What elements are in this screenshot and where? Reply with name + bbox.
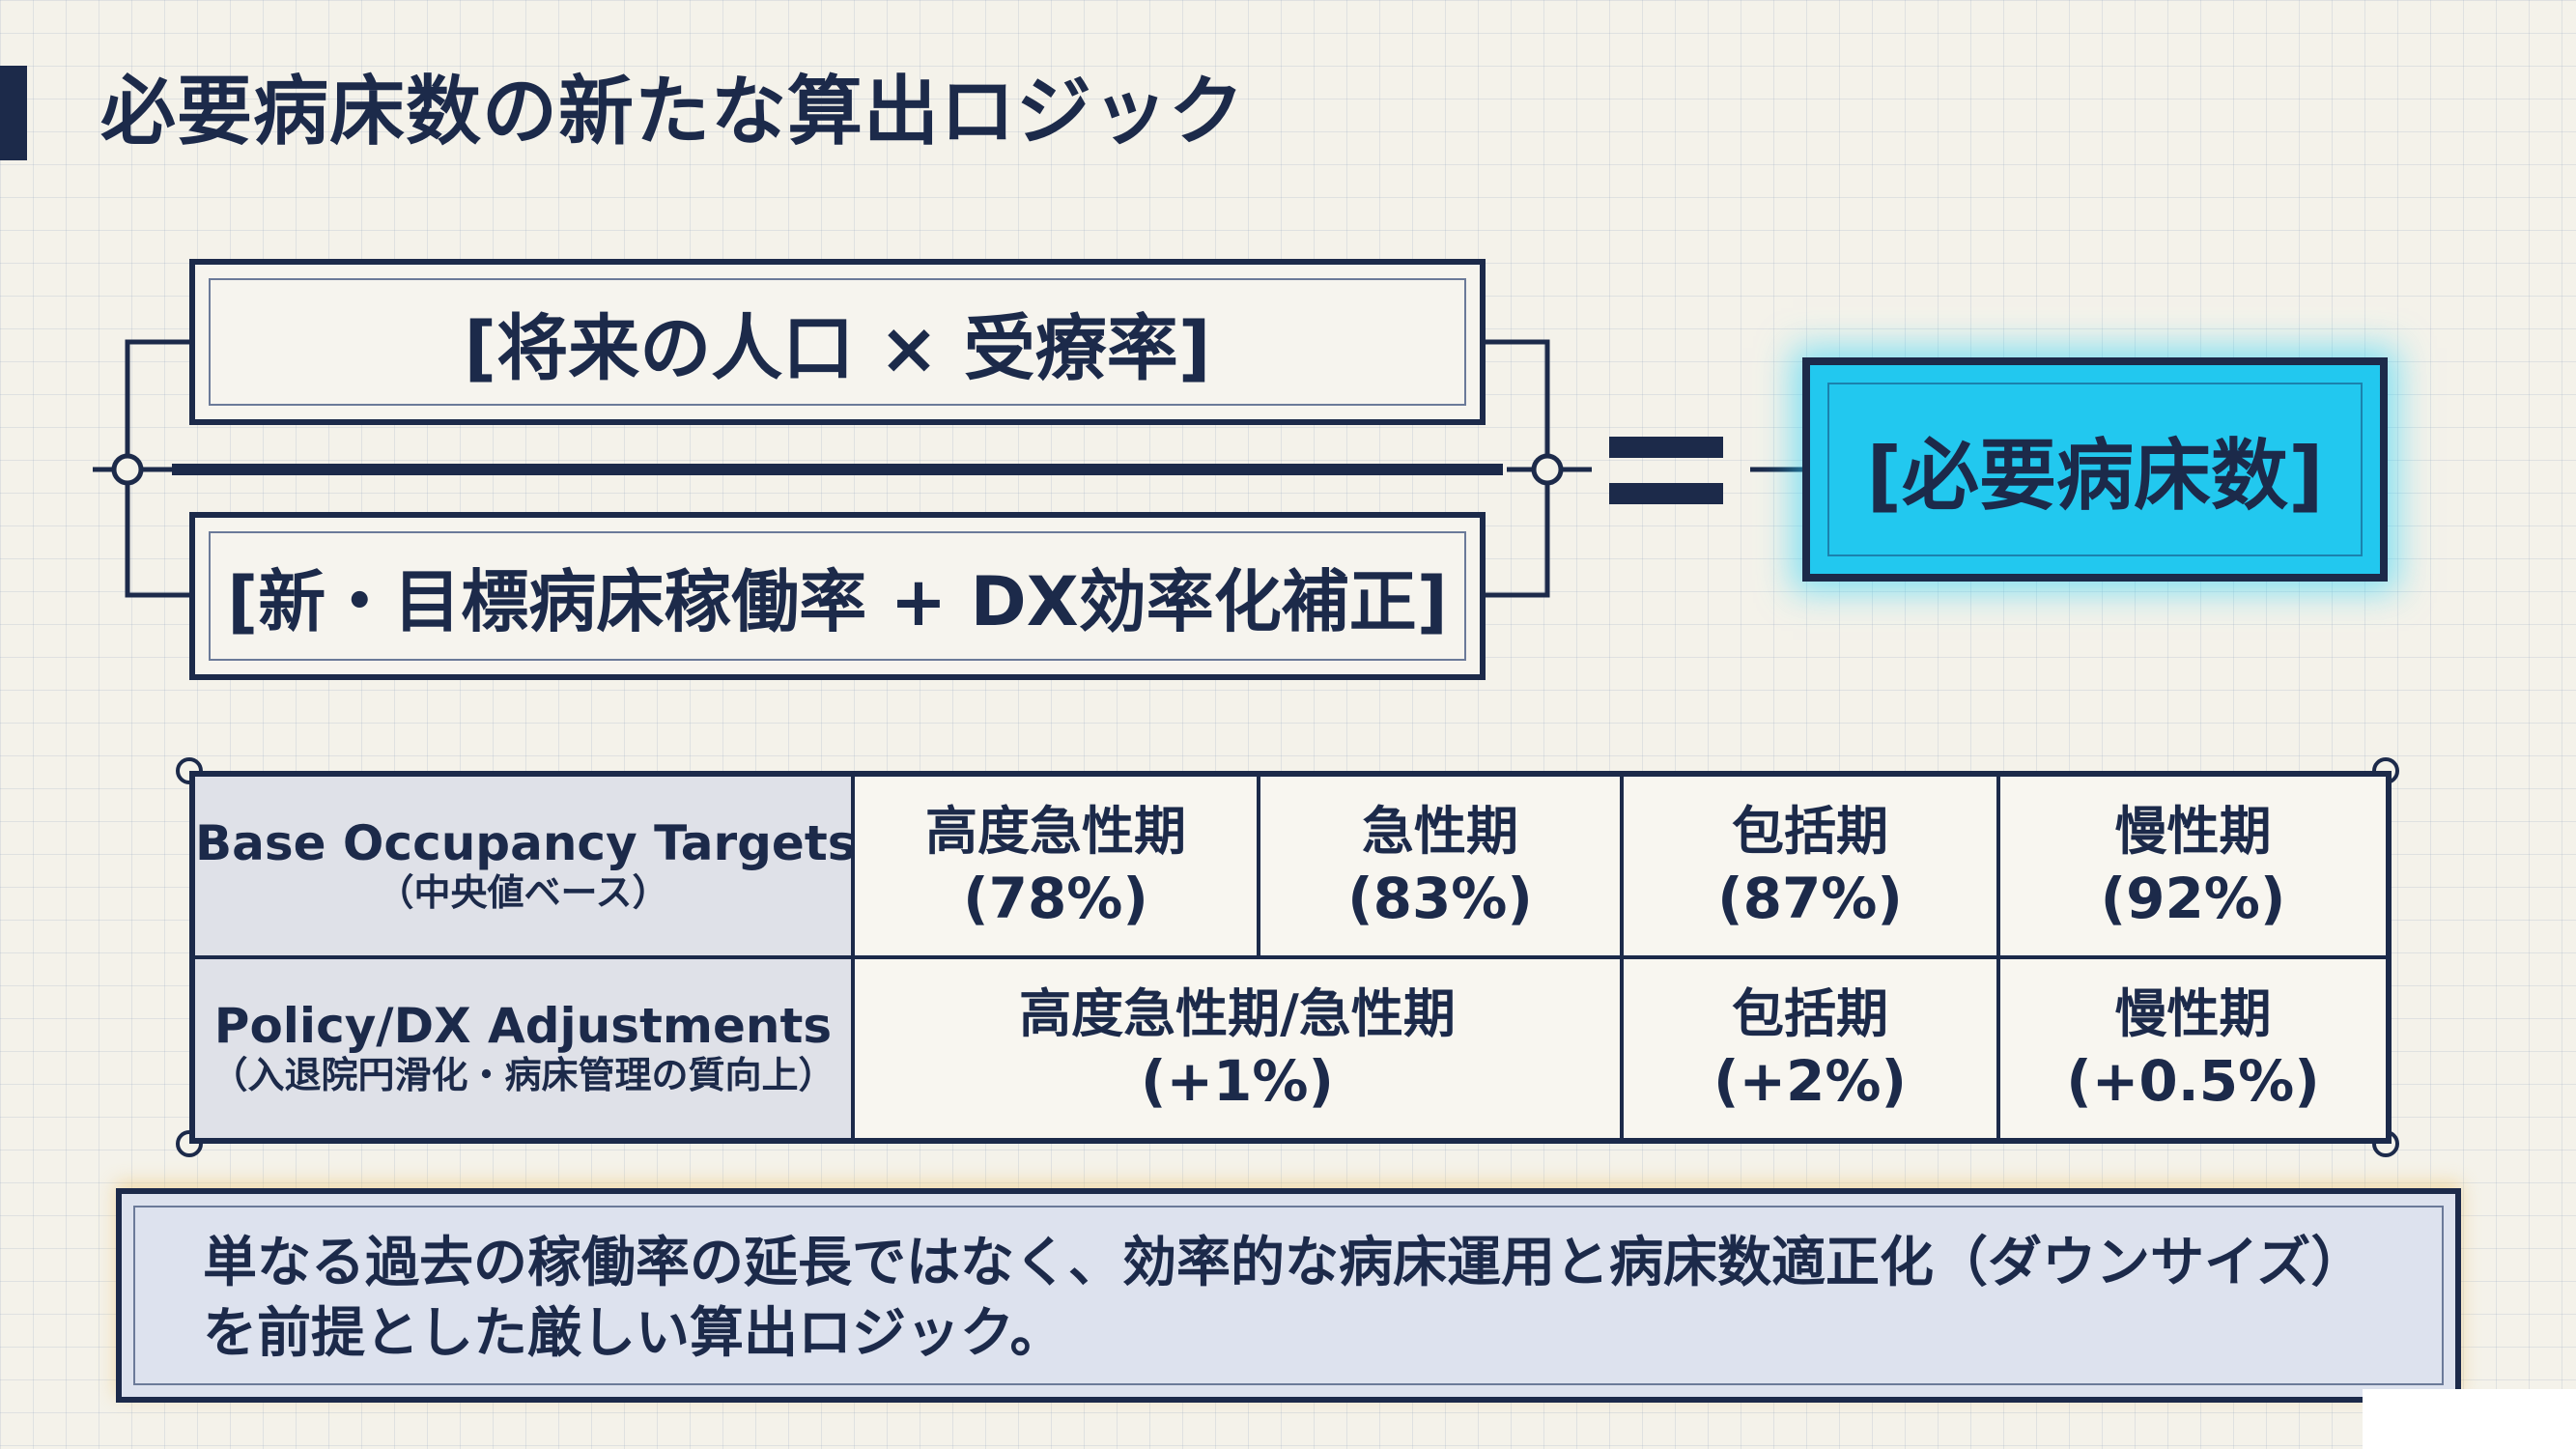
equals-sign-top (1609, 437, 1723, 458)
phase-name: 慢性期 (2114, 982, 2272, 1044)
row-header-title: Base Occupancy Targets (195, 814, 857, 871)
phase-name: 包括期 (1732, 800, 1888, 862)
formula-denominator-box: [新・目標病床稼働率 + DX効率化補正] (189, 512, 1486, 680)
row-header: Base Occupancy Targets （中央値ベース） (190, 772, 857, 959)
phase-value: (78%) (963, 866, 1148, 931)
row-header-subtitle: （中央値ベース） (377, 871, 669, 915)
row-header-title: Policy/DX Adjustments (213, 997, 833, 1054)
phase-value: (+2%) (1713, 1048, 1908, 1114)
phase-value: (83%) (1347, 866, 1533, 931)
formula-denominator-text: [新・目標病床稼働率 + DX効率化補正] (227, 561, 1448, 641)
occupancy-table: Base Occupancy Targets （中央値ベース） 高度急性期 (7… (189, 771, 2392, 1144)
result-box: [必要病床数] (1802, 357, 2388, 582)
phase-name: 高度急性期 (925, 800, 1186, 862)
phase-name: 急性期 (1362, 800, 1518, 862)
summary-note: 単なる過去の稼働率の延長ではなく、効率的な病床運用と病床数適正化（ダウンサイズ）… (116, 1188, 2461, 1403)
formula-numerator-box: [将来の人口 × 受療率] (189, 259, 1486, 425)
left-node-icon (111, 453, 144, 486)
phase-value: (87%) (1717, 866, 1903, 931)
phase-name: 慢性期 (2114, 800, 2272, 862)
phase-name: 高度急性期/急性期 (1019, 982, 1456, 1044)
table-row: Policy/DX Adjustments （入退院円滑化・病床管理の質向上） … (190, 955, 2391, 1143)
table-cell: 包括期 (+2%) (1620, 955, 2000, 1143)
table-row: Base Occupancy Targets （中央値ベース） 高度急性期 (7… (190, 772, 2391, 959)
corner-patch (2363, 1389, 2576, 1449)
summary-note-text: 単なる過去の稼働率の延長ではなく、効率的な病床運用と病床数適正化（ダウンサイズ）… (203, 1232, 2365, 1365)
table-cell: 慢性期 (+0.5%) (1996, 955, 2391, 1143)
table-cell: 急性期 (83%) (1257, 772, 1624, 959)
phase-value: (+1%) (1140, 1048, 1335, 1114)
right-node-icon (1531, 453, 1564, 486)
row-header-subtitle: （入退院円滑化・病床管理の質向上） (211, 1054, 835, 1097)
table-cell: 慢性期 (92%) (1996, 772, 2391, 959)
phase-value: (+0.5%) (2066, 1048, 2320, 1114)
table-cell: 高度急性期 (78%) (851, 772, 1260, 959)
title-accent-bar (0, 66, 27, 160)
equals-sign-bottom (1609, 483, 1723, 504)
phase-value: (92%) (2100, 866, 2286, 931)
table-cell: 高度急性期/急性期 (+1%) (851, 955, 1624, 1143)
fraction-line (172, 464, 1503, 475)
phase-name: 包括期 (1732, 982, 1888, 1044)
result-text: [必要病床数] (1866, 431, 2324, 521)
formula-numerator-text: [将来の人口 × 受療率] (464, 306, 1211, 390)
row-header: Policy/DX Adjustments （入退院円滑化・病床管理の質向上） (190, 955, 855, 1143)
table-cell: 包括期 (87%) (1620, 772, 2000, 959)
page-title: 必要病床数の新たな算出ロジック (100, 69, 1246, 156)
